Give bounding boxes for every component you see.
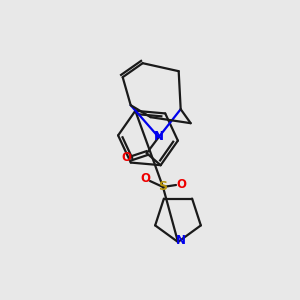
Text: N: N (154, 130, 164, 143)
Text: O: O (176, 178, 186, 190)
Text: N: N (176, 235, 186, 248)
Text: O: O (140, 172, 150, 185)
Text: O: O (122, 151, 132, 164)
Text: S: S (158, 181, 167, 194)
